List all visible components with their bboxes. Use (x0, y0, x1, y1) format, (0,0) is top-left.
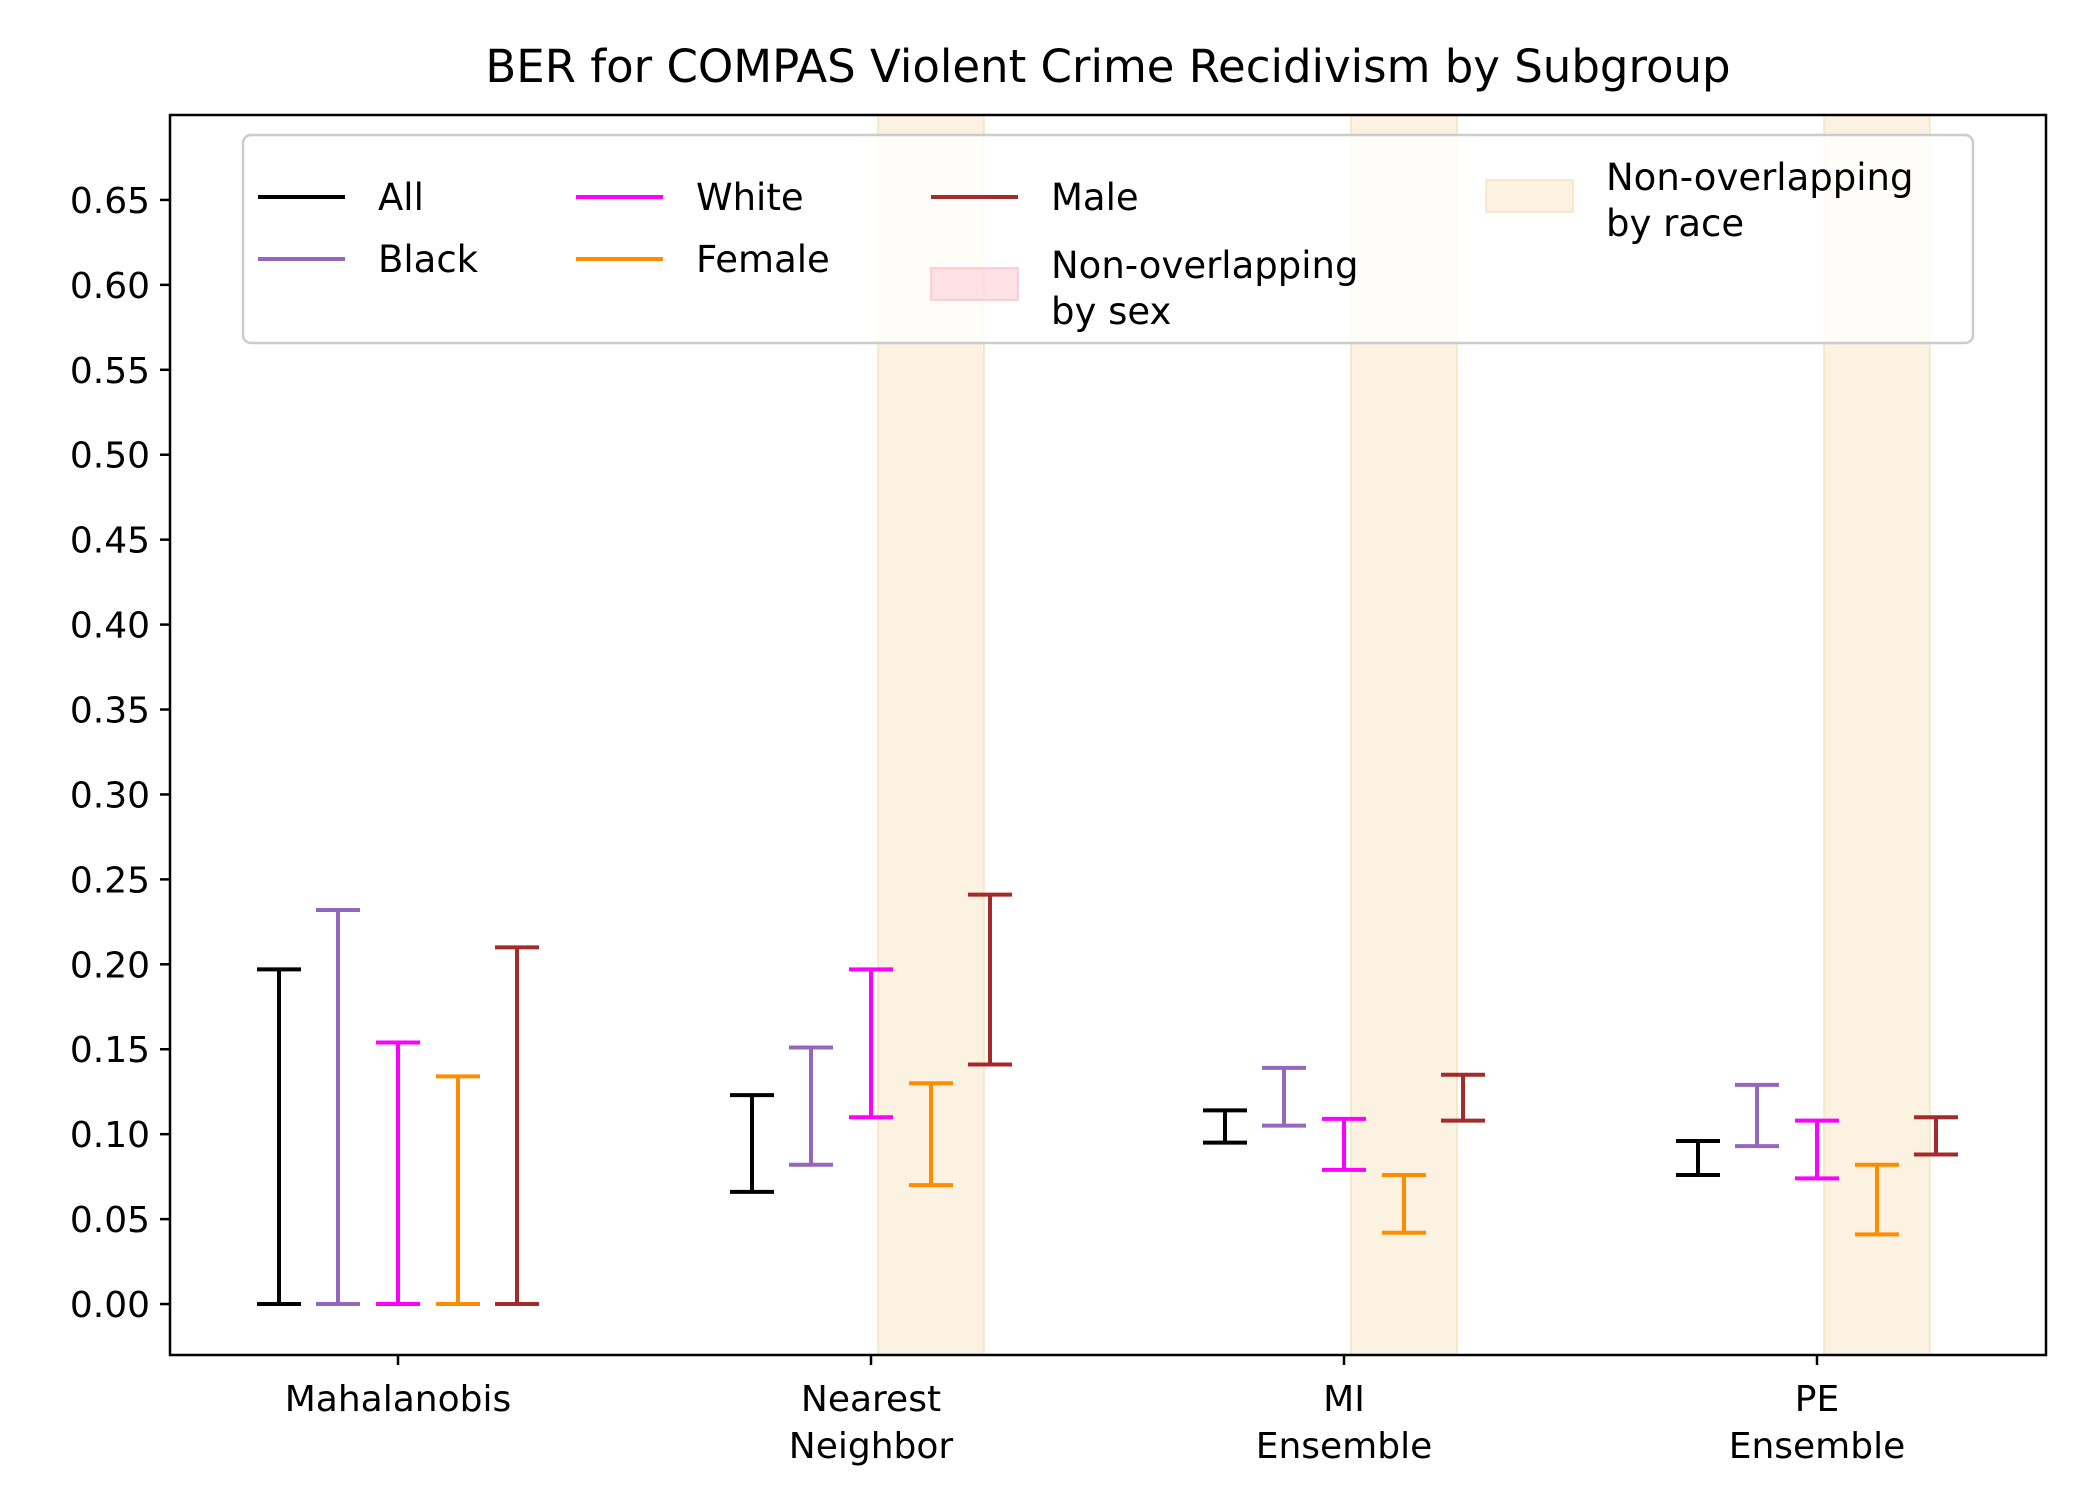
chart-title: BER for COMPAS Violent Crime Recidivism … (485, 40, 1730, 93)
legend-label: All (378, 176, 424, 219)
error-bars (257, 892, 1958, 1307)
legend-label: White (696, 176, 804, 219)
error-bar-white (1795, 1118, 1839, 1181)
y-tick-label: 0.45 (70, 521, 150, 562)
y-tick-label: 0.00 (70, 1285, 150, 1326)
legend-label: Black (378, 238, 479, 281)
plot-frame (168, 113, 2048, 1357)
y-tick-label: 0.10 (70, 1115, 150, 1156)
legend-entry: Non-overlapping by race (1485, 156, 1913, 245)
error-bar-black (789, 1045, 833, 1167)
y-tick-label: 0.65 (70, 181, 150, 222)
x-tick-label: Mahalanobis (285, 1379, 512, 1420)
y-tick-label: 0.50 (70, 436, 150, 477)
error-bar-male (1441, 1072, 1485, 1123)
y-tick-label: 0.30 (70, 775, 150, 816)
x-tick-label: Nearest Neighbor (789, 1379, 954, 1467)
legend-label: Non-overlapping by sex (1051, 244, 1358, 333)
error-bar-female (909, 1081, 953, 1188)
error-bar-white (1322, 1116, 1366, 1172)
y-axis: 0.00 0.05 0.10 0.15 0.20 0.25 0.30 0.35 0.40 0.45… (70, 181, 170, 1326)
y-tick-label: 0.20 (70, 945, 150, 986)
error-bar-all (257, 967, 301, 1307)
legend-entry: Male (931, 176, 1139, 219)
x-tick-label: PE Ensemble (1729, 1379, 1906, 1467)
error-bar-black (1735, 1082, 1779, 1149)
error-bar-black (316, 907, 360, 1307)
legend-entry: Black (258, 238, 479, 281)
error-bar-female (436, 1074, 480, 1307)
legend-entry: Female (576, 238, 830, 281)
legend-swatch (930, 267, 1019, 301)
legend-entry: White (576, 176, 804, 219)
error-bar-female (1855, 1162, 1899, 1237)
x-tick-label: MI Ensemble (1256, 1379, 1433, 1467)
legend: All Black White Female Male Non-overlapping by… (241, 133, 1975, 345)
y-tick-label: 0.25 (70, 860, 150, 901)
error-bar-male (495, 945, 539, 1307)
x-axis: Mahalanobis Nearest Neighbor MI Ensemble PE En… (285, 1355, 1906, 1467)
y-tick-label: 0.60 (70, 266, 150, 307)
y-tick-label: 0.05 (70, 1200, 150, 1241)
y-tick-label: 0.40 (70, 606, 150, 647)
error-bar-all (730, 1093, 774, 1194)
y-tick-label: 0.15 (70, 1030, 150, 1071)
legend-entry: Non-overlapping by sex (930, 244, 1358, 333)
error-bar-female (1382, 1172, 1426, 1235)
error-bar-male (1914, 1115, 1958, 1157)
legend-label: Female (696, 238, 830, 281)
legend-box (241, 133, 1975, 345)
y-tick-label: 0.55 (70, 351, 150, 392)
y-tick-label: 0.35 (70, 691, 150, 732)
legend-label: Male (1051, 176, 1139, 219)
error-bar-male (968, 892, 1012, 1067)
legend-swatch (1485, 179, 1574, 213)
error-bar-all (1676, 1138, 1720, 1177)
error-bar-white (849, 967, 893, 1120)
error-bar-black (1262, 1065, 1306, 1128)
legend-label: Non-overlapping by race (1606, 156, 1913, 245)
error-bar-all (1203, 1108, 1247, 1145)
error-bar-white (376, 1040, 420, 1307)
legend-entry: All (258, 176, 424, 219)
